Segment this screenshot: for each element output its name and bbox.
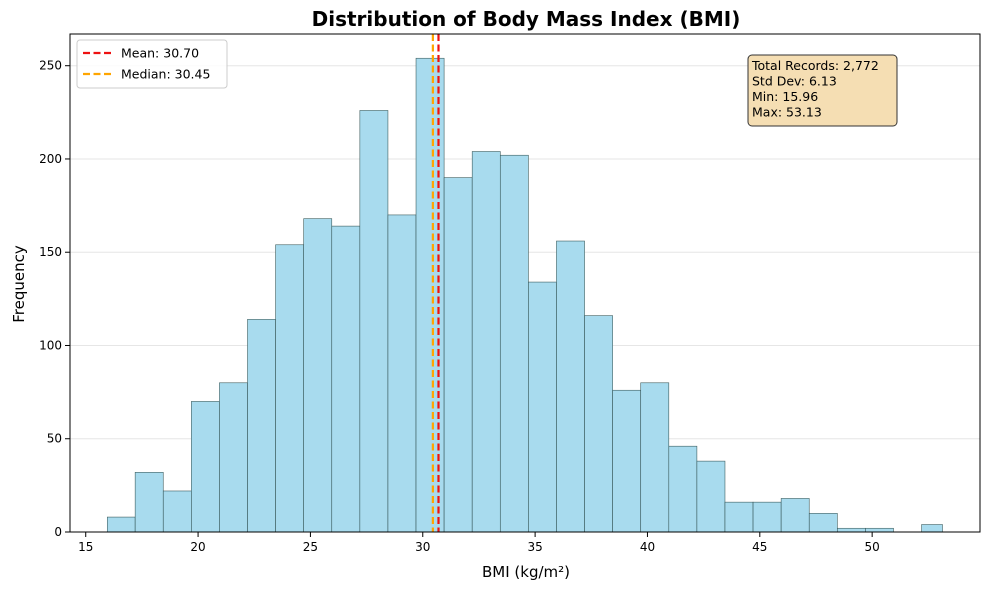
histogram-bar (865, 527, 894, 533)
stats-line: Max: 53.13 (752, 105, 822, 120)
x-tick-label: 20 (190, 540, 205, 554)
histogram-bar (359, 110, 389, 533)
histogram-bar (808, 513, 838, 533)
histogram-bar (415, 57, 445, 533)
histogram-bar (443, 177, 473, 533)
y-tick-label: 250 (39, 59, 62, 73)
stats-line: Total Records: 2,772 (751, 58, 879, 73)
plot-area-frame (69, 33, 981, 533)
histogram-bars (106, 57, 943, 533)
legend-label: Mean: 30.70 (121, 46, 199, 61)
x-tick-label: 30 (415, 540, 430, 554)
histogram-bar (640, 382, 670, 533)
x-axis-ticks: 15 20 25 30 35 40 45 50 (78, 532, 880, 554)
reference-lines (431, 34, 440, 532)
histogram-bar (275, 244, 304, 533)
y-axis-ticks: 0 50 100 150 200 250 (39, 59, 70, 539)
histogram-bar (162, 490, 192, 533)
y-tick-label: 200 (39, 152, 62, 166)
y-tick-label: 100 (39, 338, 62, 352)
legend: Mean: 30.70 Median: 30.45 (76, 39, 228, 89)
x-axis-label: BMI (kg/m²) (482, 563, 570, 581)
x-tick-label: 40 (640, 540, 655, 554)
histogram-bar (499, 154, 529, 533)
histogram-bar (331, 225, 361, 533)
x-tick-label: 15 (78, 540, 93, 554)
histogram-bar (837, 527, 866, 533)
histogram-bar (780, 498, 810, 533)
legend-label: Median: 30.45 (121, 67, 210, 82)
histogram-bar (752, 501, 782, 533)
histogram-bar (696, 460, 726, 533)
histogram-bar (247, 319, 276, 533)
histogram-bar (134, 472, 164, 533)
x-tick-label: 35 (527, 540, 542, 554)
stats-box-background (747, 54, 898, 127)
y-tick-label: 50 (47, 432, 62, 446)
stats-line: Min: 15.96 (752, 89, 818, 104)
chart-title: Distribution of Body Mass Index (BMI) (312, 7, 741, 31)
histogram-bar (303, 218, 333, 533)
histogram-bar (724, 501, 754, 533)
y-axis-label: Frequency (10, 245, 28, 323)
histogram-bar (584, 315, 613, 533)
x-tick-label: 45 (752, 540, 767, 554)
histogram-bar (556, 240, 585, 533)
histogram-bar (528, 281, 557, 533)
histogram-bar (191, 401, 220, 533)
histogram-bar (668, 445, 698, 533)
histogram-bar (921, 524, 943, 533)
histogram-bar (387, 214, 417, 533)
stats-line: Std Dev: 6.13 (752, 74, 837, 89)
legend-box (76, 39, 228, 89)
x-tick-label: 50 (865, 540, 880, 554)
histogram-bar (471, 151, 501, 533)
x-tick-label: 25 (303, 540, 318, 554)
histogram-bar (106, 516, 136, 533)
histogram-bar (612, 389, 642, 533)
y-tick-label: 0 (54, 525, 62, 539)
histogram-bar (219, 382, 248, 533)
y-tick-label: 150 (39, 245, 62, 259)
